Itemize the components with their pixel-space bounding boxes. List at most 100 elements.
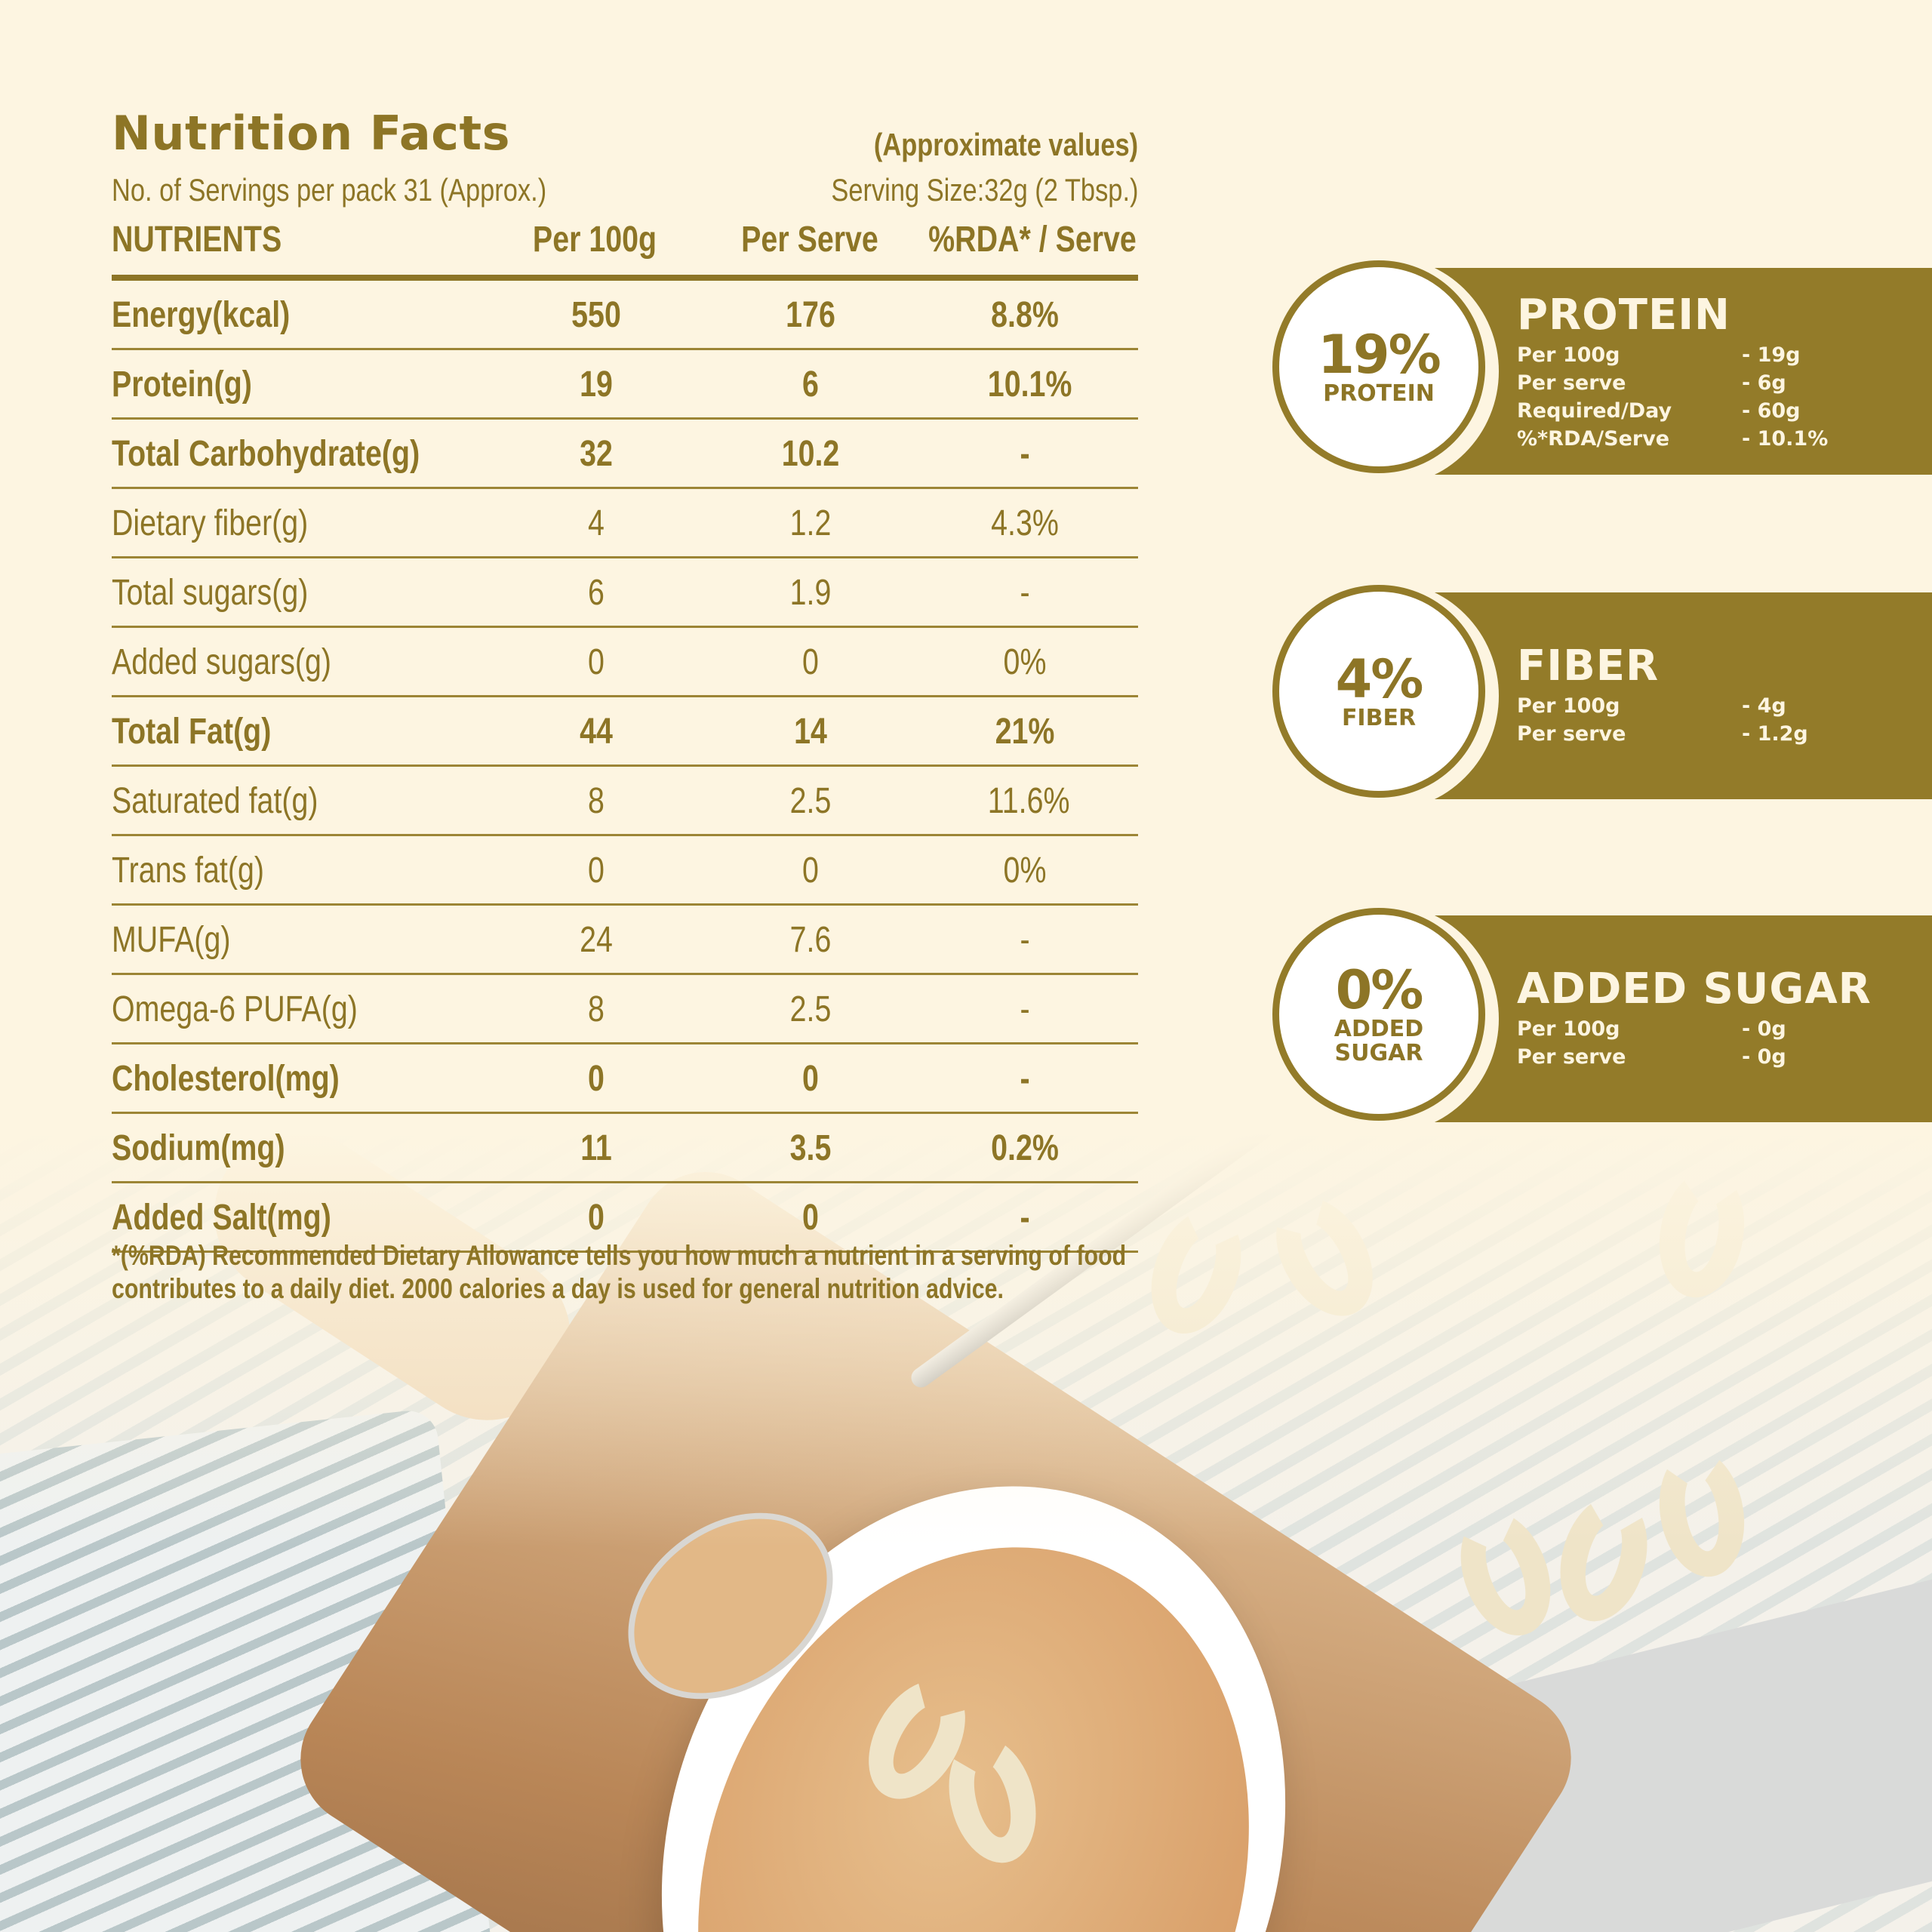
protein-card: 19% PROTEIN PROTEIN Per 100g - 19g Per se… xyxy=(1268,256,1932,487)
fact-row: Required/Day - 60g xyxy=(1517,399,1894,427)
per-100g-value: 44 xyxy=(580,712,613,752)
per-serve-value: 1.9 xyxy=(789,573,832,613)
per-100g-value: 19 xyxy=(580,365,613,405)
per-serve-value: 0 xyxy=(802,1059,819,1099)
fact-row: Per 100g - 0g xyxy=(1517,1017,1894,1045)
per-100g-value: 11 xyxy=(580,1128,612,1168)
per-serve-value: 0 xyxy=(802,642,819,682)
fact-label: %*RDA/Serve xyxy=(1517,427,1670,451)
per-serve-value: 2.5 xyxy=(789,989,832,1029)
nutrient-name: Cholesterol(mg) xyxy=(112,1059,340,1099)
rda-value: 10.1% xyxy=(987,365,1072,405)
rda-value: - xyxy=(1020,434,1030,474)
nutrient-name: Total Fat(g) xyxy=(112,712,272,752)
column-header-nutrients: NUTRIENTS xyxy=(112,220,282,260)
per-serve-value: 2.5 xyxy=(789,781,832,821)
fiber-card: 4% FIBER FIBER Per 100g - 4g Per serve - 1… xyxy=(1268,580,1932,811)
table-row: Total Carbohydrate(g) 32 10.2 - xyxy=(112,420,1138,489)
fact-row: Per 100g - 4g xyxy=(1517,694,1894,722)
badge-percent: 19% xyxy=(1318,324,1441,386)
badge-label: PROTEIN xyxy=(1323,380,1435,407)
table-row: Total Fat(g) 44 14 21% xyxy=(112,697,1138,767)
protein-badge: 19% PROTEIN xyxy=(1272,260,1485,473)
table-row: Added sugars(g) 0 0 0% xyxy=(112,628,1138,697)
per-serve-value: 6 xyxy=(802,365,819,405)
servings-per-pack: No. of Servings per pack 31 (Approx.) xyxy=(112,172,547,208)
per-100g-value: 6 xyxy=(588,573,605,613)
table-row: Cholesterol(mg) 0 0 - xyxy=(112,1044,1138,1114)
nutrient-name: Protein(g) xyxy=(112,365,252,405)
badge-label: FIBER xyxy=(1341,705,1417,731)
added-sugar-card: 0% ADDED SUGAR ADDED SUGAR Per 100g - 0g … xyxy=(1268,903,1932,1134)
fact-value: - 19g xyxy=(1742,343,1801,367)
per-serve-value: 176 xyxy=(786,295,835,335)
nutrient-name: Saturated fat(g) xyxy=(112,781,318,821)
nutrient-name: Dietary fiber(g) xyxy=(112,503,309,543)
table-row: Saturated fat(g) 8 2.5 11.6% xyxy=(112,767,1138,836)
nutrient-name: Added Salt(mg) xyxy=(112,1198,331,1238)
per-serve-value: 3.5 xyxy=(789,1128,832,1168)
panel-title: Nutrition Facts xyxy=(112,106,511,161)
added-sugar-badge: 0% ADDED SUGAR xyxy=(1272,908,1485,1121)
nutrient-name: Energy(kcal) xyxy=(112,295,291,335)
card-facts: Per 100g - 19g Per serve - 6g Required/Day… xyxy=(1517,343,1894,455)
per-100g-value: 0 xyxy=(588,642,605,682)
fact-value: - 10.1% xyxy=(1742,427,1829,451)
rda-footnote: *(%RDA) Recommended Dietary Allowance te… xyxy=(112,1239,1139,1306)
fact-row: %*RDA/Serve - 10.1% xyxy=(1517,427,1894,455)
badge-label-line-2: SUGAR xyxy=(1334,1040,1423,1066)
per-serve-value: 0 xyxy=(802,851,819,891)
per-100g-value: 8 xyxy=(588,781,605,821)
table-row: Protein(g) 19 6 10.1% xyxy=(112,350,1138,420)
rda-value: 4.3% xyxy=(991,503,1059,543)
nutrient-name: Sodium(mg) xyxy=(112,1128,285,1168)
rda-value: - xyxy=(1020,1198,1030,1238)
table-row: Total sugars(g) 6 1.9 - xyxy=(112,558,1138,628)
per-100g-value: 24 xyxy=(580,920,613,960)
rda-value: 11.6% xyxy=(987,781,1070,821)
per-100g-value: 550 xyxy=(571,295,621,335)
badge-percent: 0% xyxy=(1335,959,1424,1021)
per-100g-value: 4 xyxy=(588,503,605,543)
fact-row: Per 100g - 19g xyxy=(1517,343,1894,371)
rda-value: - xyxy=(1020,989,1030,1029)
table-row: Omega-6 PUFA(g) 8 2.5 - xyxy=(112,975,1138,1044)
table-row: Sodium(mg) 11 3.5 0.2% xyxy=(112,1114,1138,1183)
fact-row: Per serve - 0g xyxy=(1517,1045,1894,1073)
fact-label: Per 100g xyxy=(1517,343,1620,367)
card-heading: ADDED SUGAR xyxy=(1517,964,1872,1014)
fact-value: - 60g xyxy=(1742,399,1801,423)
column-header-per-serve: Per Serve xyxy=(741,220,878,260)
fact-label: Per serve xyxy=(1517,371,1626,395)
fact-row: Per serve - 1.2g xyxy=(1517,722,1894,750)
footnote-bold: *(%RDA) Recommended Dietary Allowance xyxy=(112,1240,580,1271)
nutrient-name: Trans fat(g) xyxy=(112,851,264,891)
table-row: Trans fat(g) 0 0 0% xyxy=(112,836,1138,906)
nutrient-name: Added sugars(g) xyxy=(112,642,331,682)
fiber-badge: 4% FIBER xyxy=(1272,585,1485,798)
per-serve-value: 0 xyxy=(802,1198,819,1238)
fact-label: Per 100g xyxy=(1517,694,1620,718)
fact-row: Per serve - 6g xyxy=(1517,371,1894,399)
rda-value: 0% xyxy=(1003,851,1047,891)
card-facts: Per 100g - 4g Per serve - 1.2g xyxy=(1517,694,1894,750)
per-100g-value: 0 xyxy=(588,1059,605,1099)
rda-value: 0% xyxy=(1003,642,1047,682)
column-header-rda: %RDA* / Serve xyxy=(928,220,1137,260)
fact-value: - 0g xyxy=(1742,1045,1786,1069)
serving-size: Serving Size:32g (2 Tbsp.) xyxy=(830,172,1138,208)
fact-value: - 0g xyxy=(1742,1017,1786,1041)
nutrient-name: MUFA(g) xyxy=(112,920,231,960)
nutrient-table: Energy(kcal) 550 176 8.8% Protein(g) 19 6 10.1%… xyxy=(112,281,1138,1253)
fact-label: Per serve xyxy=(1517,722,1626,746)
table-row: Dietary fiber(g) 4 1.2 4.3% xyxy=(112,489,1138,558)
nutrient-name: Total Carbohydrate(g) xyxy=(112,434,420,474)
table-row: MUFA(g) 24 7.6 - xyxy=(112,906,1138,975)
rda-value: - xyxy=(1020,1059,1030,1099)
per-100g-value: 0 xyxy=(588,851,605,891)
per-100g-value: 8 xyxy=(588,989,605,1029)
card-heading: PROTEIN xyxy=(1517,291,1730,340)
rda-value: 8.8% xyxy=(991,295,1059,335)
fact-label: Per 100g xyxy=(1517,1017,1620,1041)
badge-label-line-1: ADDED xyxy=(1334,1016,1424,1042)
